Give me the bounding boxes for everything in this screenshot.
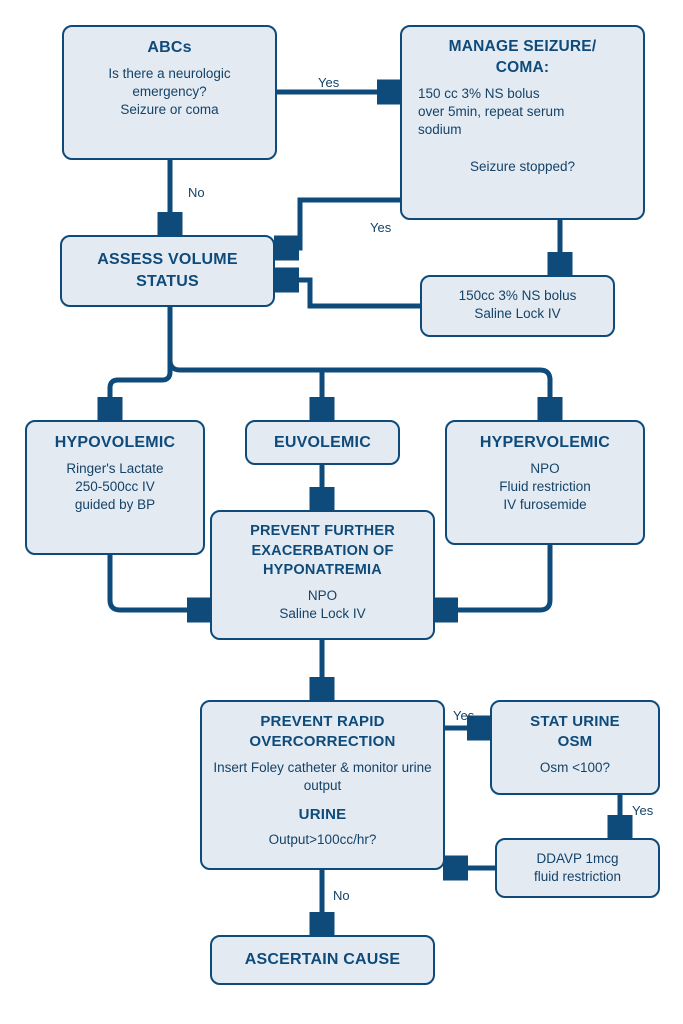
node-bolus2: 150cc 3% NS bolusSaline Lock IV [420,275,615,337]
node-abcs-title: ABCs [72,37,267,59]
edge-label-yes-4: Yes [632,803,653,818]
node-assess: ASSESS VOLUME STATUS [60,235,275,307]
node-bolus2-body: 150cc 3% NS bolusSaline Lock IV [430,287,605,323]
edge-label-yes-1: Yes [318,75,339,90]
node-assess-title: ASSESS VOLUME STATUS [70,249,265,292]
node-eu: EUVOLEMIC [245,420,400,465]
node-hypo-body: Ringer's Lactate250-500cc IVguided by BP [35,460,195,515]
node-abcs: ABCs Is there a neurologicemergency?Seiz… [62,25,277,160]
node-hypo-title: HYPOVOLEMIC [35,432,195,454]
node-manage-title: MANAGE SEIZURE/COMA: [410,37,635,79]
node-ascertain-title: ASCERTAIN CAUSE [245,949,401,971]
node-prevent-rapid-subtitle: URINE [210,805,435,825]
node-hyper: HYPERVOLEMIC NPOFluid restrictionIV furo… [445,420,645,545]
node-prevent-rapid: PREVENT RAPID OVERCORRECTION Insert Fole… [200,700,445,870]
node-stat-urine: STAT URINEOSM Osm <100? [490,700,660,795]
node-prevent-exac: PREVENT FURTHER EXACERBATION OF HYPONATR… [210,510,435,640]
node-abcs-body: Is there a neurologicemergency?Seizure o… [72,65,267,120]
node-hypo: HYPOVOLEMIC Ringer's Lactate250-500cc IV… [25,420,205,555]
edge-label-no-1: No [188,185,205,200]
node-hyper-body: NPOFluid restrictionIV furosemide [455,460,635,515]
node-ddavp-body: DDAVP 1mcgfluid restriction [505,850,650,886]
node-manage: MANAGE SEIZURE/COMA: 150 cc 3% NS boluso… [400,25,645,220]
node-prevent-exac-body: NPOSaline Lock IV [220,587,425,623]
node-prevent-rapid-subbody: Output>100cc/hr? [210,831,435,849]
node-stat-urine-title: STAT URINEOSM [500,712,650,753]
node-ascertain: ASCERTAIN CAUSE [210,935,435,985]
node-eu-title: EUVOLEMIC [274,432,371,454]
node-ddavp: DDAVP 1mcgfluid restriction [495,838,660,898]
edge-label-no-2: No [333,888,350,903]
node-hyper-title: HYPERVOLEMIC [455,432,635,454]
edge-label-yes-3: Yes [453,708,474,723]
flowchart-canvas: ABCs Is there a neurologicemergency?Seiz… [0,0,683,1024]
node-manage-body: 150 cc 3% NS bolusover 5min, repeat seru… [410,85,635,176]
node-stat-urine-body: Osm <100? [500,759,650,777]
node-prevent-rapid-body: Insert Foley catheter & monitor urine ou… [210,759,435,795]
edge-label-yes-2: Yes [370,220,391,235]
node-prevent-rapid-title: PREVENT RAPID OVERCORRECTION [210,712,435,753]
node-prevent-exac-title: PREVENT FURTHER EXACERBATION OF HYPONATR… [220,522,425,581]
